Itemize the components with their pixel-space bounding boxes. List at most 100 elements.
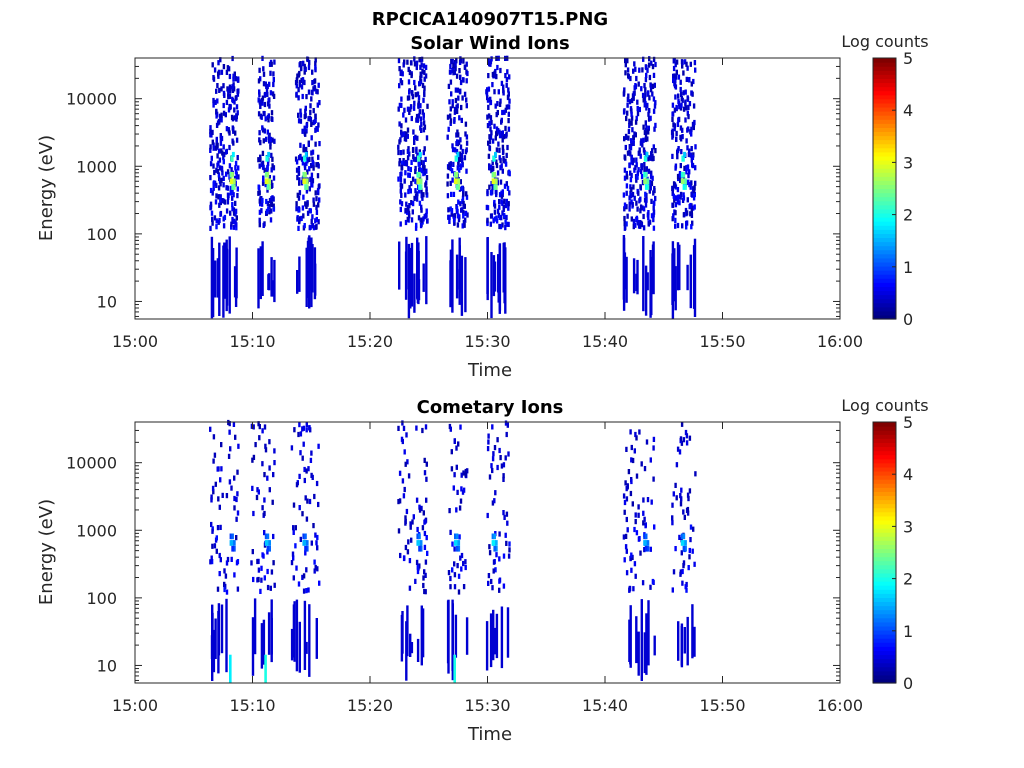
spectrogram-cell xyxy=(692,103,696,109)
peak-cell xyxy=(266,178,270,185)
colorbar-segment xyxy=(873,613,896,619)
spectrogram-cell xyxy=(397,499,400,505)
spectrogram-cell xyxy=(228,479,232,485)
colorbar-segment xyxy=(873,58,896,63)
spectrogram-cell xyxy=(679,125,683,131)
spectrogram-cell xyxy=(228,429,231,435)
spectrogram-cell xyxy=(271,499,274,505)
spectrogram-cell xyxy=(314,532,317,538)
spectrogram-cell xyxy=(212,180,216,186)
spectrogram-cell xyxy=(298,82,301,88)
spectrogram-cell xyxy=(647,168,651,174)
spectrogram-cell xyxy=(448,508,451,514)
spectrogram-cell xyxy=(493,199,496,206)
spectrogram-cell xyxy=(415,191,418,197)
spectrogram-cell xyxy=(623,221,626,227)
spectrogram-cell xyxy=(450,58,453,65)
colorbar-segment xyxy=(873,270,896,275)
spectrogram-cell xyxy=(411,209,414,215)
secondary-peak-cell xyxy=(643,155,648,162)
spectrogram-cell xyxy=(222,102,225,109)
spectrogram-cell xyxy=(650,151,653,157)
spectrogram-cell xyxy=(305,146,308,153)
spectrogram-cell xyxy=(630,155,633,161)
spectrogram-cell xyxy=(260,208,263,214)
colorbar-segment xyxy=(873,188,896,194)
low-energy-streak xyxy=(315,618,318,659)
spectrogram-cell xyxy=(228,144,231,151)
spectrogram-cell xyxy=(674,217,677,223)
spectrogram-cell xyxy=(297,225,300,231)
spectrogram-cell xyxy=(426,103,429,109)
spectrogram-cell xyxy=(212,102,215,108)
spectrogram-cell xyxy=(235,535,238,541)
spectrogram-cell xyxy=(295,201,298,207)
peak-cell xyxy=(302,171,305,178)
spectrogram-cell xyxy=(629,170,632,176)
spectrogram-cell xyxy=(649,115,652,121)
spectrogram-cell xyxy=(673,123,677,129)
peak-cell xyxy=(491,171,495,178)
spectrogram-cell xyxy=(625,516,628,523)
spectrogram-cell xyxy=(640,86,643,92)
colorbar-tick-label: 3 xyxy=(903,517,913,536)
spectrogram-cell xyxy=(455,445,458,451)
colorbar-segment xyxy=(873,123,896,128)
spectrogram-cell xyxy=(317,184,320,190)
spectrogram-cell xyxy=(630,115,634,121)
spectrogram-cell xyxy=(314,564,317,571)
spectrogram-cell xyxy=(311,214,314,220)
spectrogram-cell xyxy=(465,97,468,103)
spectrogram-cell xyxy=(487,113,491,119)
spectrogram-cell xyxy=(268,439,271,445)
peak-cell xyxy=(455,533,459,540)
spectrogram-cell xyxy=(650,499,653,505)
spectrogram-cell xyxy=(629,75,632,82)
spectrogram-cell xyxy=(631,127,634,133)
spectrogram-cell xyxy=(690,126,693,132)
spectrogram-cell xyxy=(272,533,275,540)
spectrogram-cell xyxy=(301,61,305,67)
colorbar-segment xyxy=(873,617,896,623)
spectrogram-cell xyxy=(453,118,456,124)
spectrogram-cell xyxy=(232,207,236,213)
spectrogram-cell xyxy=(681,223,684,229)
spectrogram-cell xyxy=(678,449,682,455)
spectrogram-cell xyxy=(487,86,491,92)
spectrogram-cell xyxy=(671,116,674,122)
spectrogram-cell xyxy=(446,181,449,187)
spectrogram-cell xyxy=(297,118,301,124)
spectrogram-cell xyxy=(219,181,222,187)
spectrogram-cell xyxy=(491,500,495,506)
spectrogram-cell xyxy=(307,64,311,71)
peak-cell xyxy=(644,171,648,178)
low-energy-streak xyxy=(308,265,311,309)
spectrogram-cell xyxy=(486,446,490,452)
spectrogram-cell xyxy=(232,140,235,146)
spectrogram-cell xyxy=(450,466,454,472)
spectrogram-cell xyxy=(679,493,682,499)
spectrogram-cell xyxy=(300,180,304,186)
spectrogram-cell xyxy=(649,546,652,552)
low-energy-streak xyxy=(271,280,275,297)
spectrogram-cell xyxy=(258,222,261,228)
spectrogram-cell xyxy=(502,476,505,482)
spectrogram-cell xyxy=(504,203,507,209)
spectrogram-cell xyxy=(419,64,422,70)
spectrogram-cell xyxy=(298,155,301,161)
peak-cell xyxy=(493,545,496,552)
spectrogram-cell xyxy=(305,427,308,433)
spectrogram-cell xyxy=(268,138,271,144)
spectrogram-cell xyxy=(306,201,309,207)
spectrogram-cell xyxy=(494,135,497,141)
spectrogram-cell xyxy=(680,149,683,155)
spectrogram-cell xyxy=(426,550,429,556)
spectrogram-cell xyxy=(636,174,639,180)
colorbar-segment xyxy=(873,625,896,631)
spectrogram-cell xyxy=(649,185,652,191)
spectrogram-cell xyxy=(625,170,628,177)
spectrogram-cell xyxy=(302,144,305,150)
spectrogram-cell xyxy=(231,125,234,131)
spectrogram-cell xyxy=(652,72,656,78)
